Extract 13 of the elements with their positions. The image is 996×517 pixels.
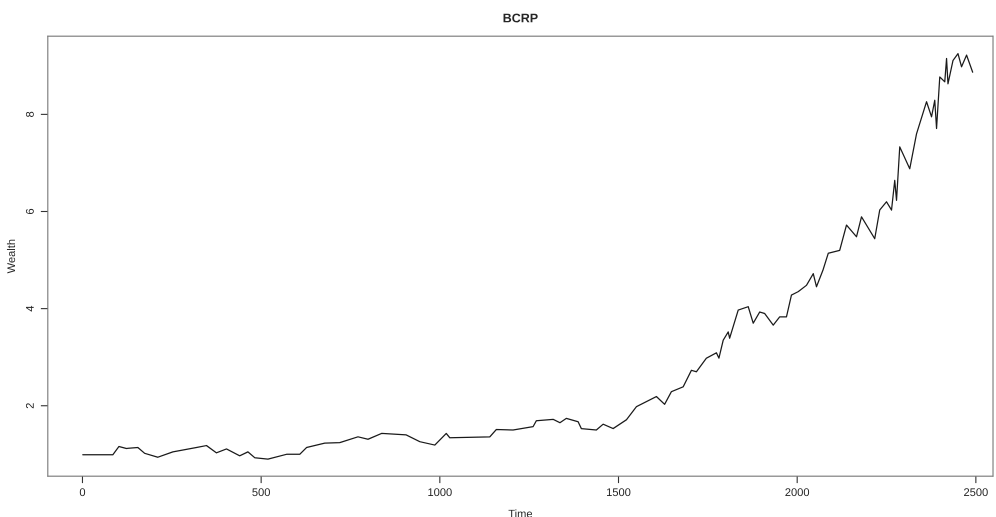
x-tick-label: 500	[252, 488, 270, 496]
y-tick-label: 6	[26, 208, 34, 214]
y-tick-label: 2	[26, 403, 34, 408]
x-tick-label: 2000	[785, 488, 810, 496]
chart-title: BCRP	[504, 14, 538, 22]
x-tick-label: 2500	[964, 488, 988, 496]
x-tick-label: 1000	[428, 488, 452, 496]
x-tick-label: 1500	[606, 488, 630, 496]
y-axis-title: Wealth	[6, 240, 16, 274]
x-tick-label: 0	[80, 488, 86, 496]
y-tick-label: 8	[26, 112, 34, 117]
y-tick-label: 4	[26, 306, 34, 312]
line-series	[82, 53, 974, 460]
